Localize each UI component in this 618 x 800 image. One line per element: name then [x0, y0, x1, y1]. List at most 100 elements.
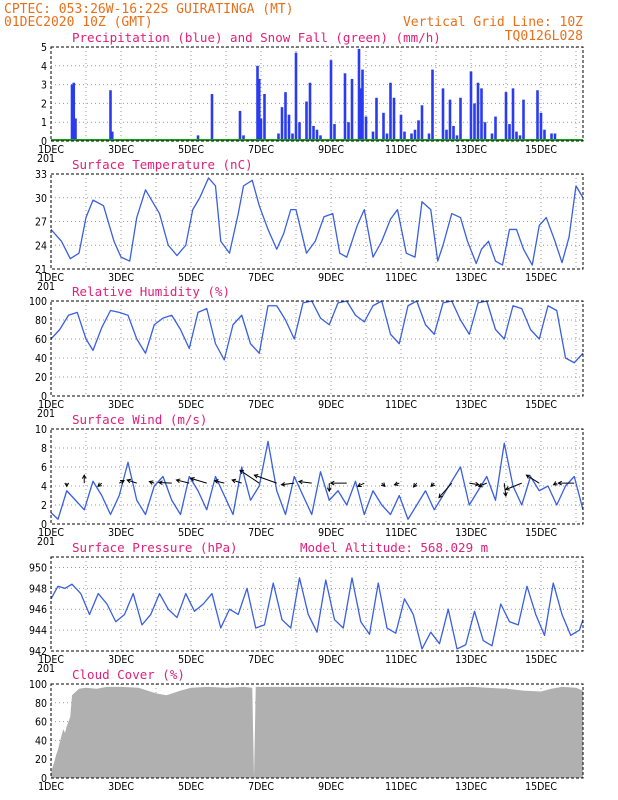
panel-title: Relative Humidity (%): [72, 284, 230, 299]
wind-arrow-head: [81, 474, 87, 479]
x-tick-label: 9DEC: [318, 527, 344, 539]
y-tick-label: 20: [35, 754, 47, 766]
x-tick-label: 3DEC: [108, 272, 134, 284]
x-tick-label: 1DEC: [38, 654, 64, 666]
panel-temp: 21 24 27 30 33 1DEC 3DEC 5DEC 7DEC 9DEC 11DEC 13DEC…: [35, 157, 584, 293]
wind-arrow-head: [329, 480, 335, 486]
y-tick-label: 0: [41, 773, 47, 785]
wind-arrow-head: [175, 478, 181, 484]
precip-bar: [291, 133, 294, 141]
panel-title: Surface Pressure (hPa): [72, 540, 238, 555]
precip-bar: [494, 116, 497, 141]
x-tick-label: 7DEC: [248, 654, 274, 666]
wind-arrow: [526, 474, 540, 484]
precip-bar: [305, 101, 308, 141]
precip-bar: [284, 92, 287, 141]
y-tick-label: 100: [29, 296, 47, 308]
x-tick-label: 15DEC: [525, 272, 557, 284]
x-tick-label: 5DEC: [178, 781, 204, 793]
wind-arrow-head: [126, 478, 132, 484]
header-model-code: TQ0126L028: [505, 29, 583, 44]
precip-bar: [308, 82, 312, 141]
year-label: 201: [37, 663, 55, 675]
precip-bar: [256, 65, 259, 141]
wind-arrow: [357, 482, 365, 487]
y-tick-label: 100: [29, 679, 47, 691]
y-tick-label: 3: [41, 80, 47, 92]
x-tick-label: 15DEC: [525, 399, 557, 411]
panel-frame: [50, 173, 584, 270]
wind-arrow-head: [412, 482, 418, 488]
wind-arrow-head: [239, 469, 245, 475]
x-tick-label: 13DEC: [455, 144, 487, 156]
precip-bar: [359, 88, 363, 141]
y-tick-label: 21: [35, 264, 47, 276]
precip-bar: [420, 105, 424, 141]
precip-bar: [550, 133, 553, 141]
wind-arrow: [126, 479, 137, 484]
year-label: 201: [37, 153, 55, 165]
y-tick-label: 40: [35, 353, 47, 365]
x-tick-label: 11DEC: [385, 144, 417, 156]
wind-arrow-head: [189, 477, 195, 482]
year-label: 201: [37, 536, 55, 548]
x-tick-label: 9DEC: [318, 272, 344, 284]
header-station: CPTEC: 053:26W-16:22S GUIRATINGA (MT): [4, 2, 294, 17]
panel-frame: [50, 428, 584, 525]
x-tick-label: 13DEC: [455, 781, 487, 793]
precip-bar: [329, 60, 333, 141]
precip-bar: [375, 97, 378, 141]
x-tick-label: 13DEC: [455, 527, 487, 539]
x-tick-label: 1DEC: [38, 527, 64, 539]
panel-title: Surface Temperature (nC): [72, 157, 253, 172]
wind-arrow: [503, 483, 507, 497]
precip-bar: [259, 118, 263, 141]
precip-bar: [431, 69, 434, 141]
precip-bar: [515, 131, 518, 141]
x-tick-label: 5DEC: [178, 527, 204, 539]
panel-frame: [50, 556, 584, 652]
wind-arrow-head: [504, 486, 510, 491]
wind-arrow-head: [380, 482, 386, 488]
precip-bar: [539, 112, 543, 141]
precip-bar: [448, 99, 452, 141]
panel-title: Surface Wind (m/s): [72, 412, 207, 427]
precip-bar: [280, 107, 284, 141]
wind-arrow-head: [97, 482, 102, 488]
x-tick-label: 5DEC: [178, 144, 204, 156]
x-tick-label: 11DEC: [385, 654, 417, 666]
wind-arrow: [231, 479, 242, 484]
panel-title: Precipitation (blue) and Snow Fall (gree…: [72, 30, 441, 45]
precip-bar: [483, 122, 487, 141]
precip-bar: [445, 129, 448, 141]
y-tick-label: 1: [41, 117, 47, 129]
panel-pres: 942 944 946 948 950 1DEC 3DEC 5DEC 7DEC 9DEC 11DEC…: [29, 540, 584, 675]
rh-series-line: [50, 300, 584, 364]
wind-arrow-head: [326, 487, 332, 493]
wind-arrow-head: [438, 493, 443, 499]
x-tick-label: 15DEC: [525, 144, 557, 156]
precip-bar: [371, 131, 375, 141]
wind-arrow-head: [474, 481, 480, 487]
precip-bar: [469, 71, 473, 141]
x-tick-label: 3DEC: [108, 399, 134, 411]
y-tick-label: 4: [41, 481, 47, 493]
wind-arrow: [176, 479, 190, 484]
x-tick-label: 3DEC: [108, 781, 134, 793]
x-tick-label: 7DEC: [248, 527, 274, 539]
x-tick-label: 13DEC: [455, 399, 487, 411]
header-run-date: 01DEC2020 10Z (GMT): [4, 15, 153, 30]
y-tick-label: 0: [41, 519, 47, 531]
precip-bar: [518, 135, 522, 141]
y-tick-label: 5: [41, 42, 47, 54]
x-tick-label: 9DEC: [318, 781, 344, 793]
y-tick-label: 60: [35, 334, 47, 346]
panel-frame: [50, 46, 584, 142]
precip-bar: [242, 135, 245, 141]
precip-bar: [343, 73, 347, 141]
precip-bar: [333, 124, 336, 141]
x-tick-label: 1DEC: [38, 144, 64, 156]
wind-arrow-head: [231, 478, 237, 484]
cloud-cover-area: [51, 686, 583, 778]
